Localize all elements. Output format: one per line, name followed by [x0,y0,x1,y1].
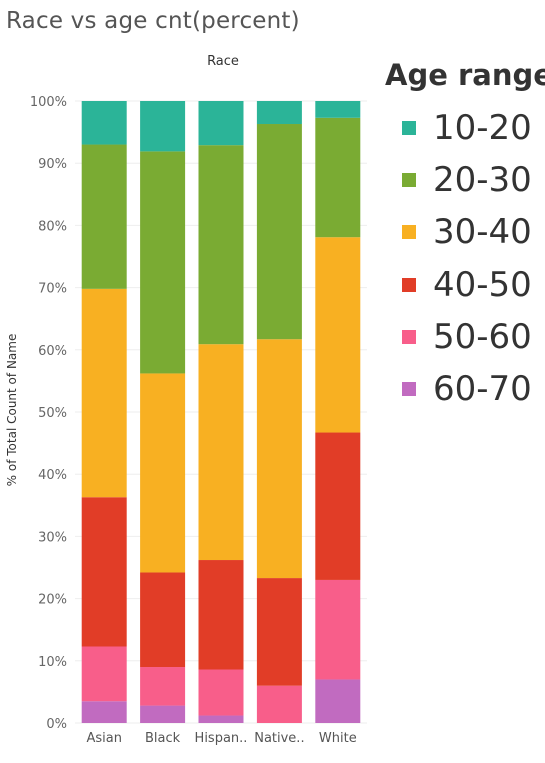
bar-segment[interactable] [198,101,244,146]
legend-label: 60-70 [433,369,532,410]
legend-item[interactable]: 50-60 [385,311,543,363]
legend-swatch [402,121,416,136]
y-tick-label: 90% [38,157,67,172]
y-tick-label: 40% [38,468,67,483]
x-tick-label: Native.. [254,731,304,746]
bar-segment[interactable] [256,101,302,125]
bar-segment[interactable] [315,101,361,118]
bar-segment[interactable] [140,373,186,573]
legend-swatch [402,329,416,344]
legend-item[interactable]: 20-30 [385,154,543,206]
legend-label: 10-20 [433,108,532,149]
y-tick-label: 0% [46,717,67,732]
legend-swatch [402,382,416,397]
x-axis-ticks: Asian Black Hispan.. Native.. White [86,731,356,746]
y-tick-label: 60% [38,344,67,359]
legend-label: 20-30 [433,160,532,201]
bar-segment[interactable] [315,237,361,433]
bar-segment[interactable] [81,144,127,289]
x-tick-label: Hispan.. [195,731,248,746]
bar-segment[interactable] [198,669,244,716]
bar-segment[interactable] [315,117,361,238]
y-tick-label: 10% [38,655,67,670]
legend-swatch [402,173,416,188]
legend-title: Age range [385,58,545,92]
bar-segment[interactable] [256,685,302,723]
legend-label: 50-60 [433,316,532,357]
legend-label: 30-40 [433,212,532,253]
x-tick-label: Black [145,731,181,746]
bars [81,101,361,723]
legend-swatch [402,225,416,240]
bar-segment[interactable] [140,101,186,152]
legend-items: 10-20 20-30 30-40 40-50 50-60 60-70 [385,102,543,415]
bar-segment[interactable] [198,344,244,561]
x-tick-label: Asian [86,731,121,746]
bar-segment[interactable] [198,560,244,670]
bar-segment[interactable] [81,101,127,145]
bar-segment[interactable] [198,145,244,345]
y-tick-label: 30% [38,530,67,545]
bar-segment[interactable] [256,339,302,579]
bar-segment[interactable] [140,151,186,374]
bar-segment[interactable] [198,715,244,723]
legend-swatch [402,277,416,292]
legend-label: 40-50 [433,264,532,305]
y-tick-label: 70% [38,282,67,297]
stacked-bar-chart: Race 0% 10% 20% 30% 40% 50% 60% 70% 80% 90% 100% A… [5,54,367,746]
bar-segment[interactable] [140,667,186,706]
bar-segment[interactable] [140,705,186,723]
bar-segment[interactable] [81,646,127,702]
column-header: Race [207,54,239,69]
y-tick-label: 50% [38,406,67,421]
bar-segment[interactable] [315,432,361,580]
bar-segment[interactable] [81,288,127,498]
bar-segment[interactable] [256,578,302,686]
bar-segment[interactable] [81,497,127,647]
legend-item[interactable]: 60-70 [385,363,543,415]
legend-item[interactable]: 30-40 [385,206,543,258]
bar-segment[interactable] [81,701,127,723]
legend-item[interactable]: 40-50 [385,259,543,311]
bar-segment[interactable] [315,579,361,680]
y-axis-label: % of Total Count of Name [5,334,19,487]
y-tick-label: 100% [30,95,67,110]
y-tick-label: 80% [38,219,67,234]
legend: Age range 10-20 20-30 30-40 40-50 50-60 60-70 [385,58,545,415]
bar-segment[interactable] [140,572,186,668]
bar-segment[interactable] [256,124,302,340]
x-tick-label: White [319,731,357,746]
y-tick-label: 20% [38,593,67,608]
chart-title: Race vs age cnt(percent) [6,8,300,34]
y-axis-ticks: 0% 10% 20% 30% 40% 50% 60% 70% 80% 90% 100% [30,95,67,732]
bar-segment[interactable] [315,679,361,723]
legend-item[interactable]: 10-20 [385,102,543,154]
